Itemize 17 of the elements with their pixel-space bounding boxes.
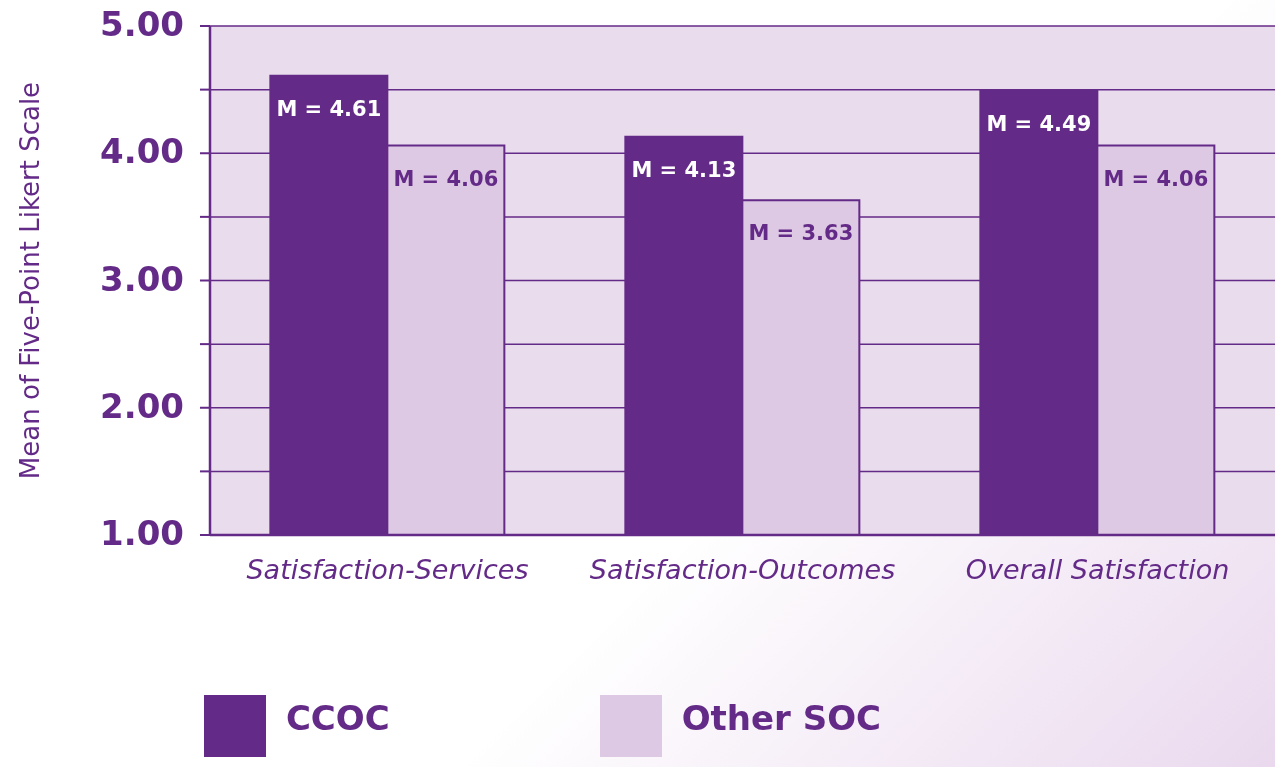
data-label: M = 4.61 — [276, 96, 382, 121]
x-tick-label: Overall Satisfaction — [965, 554, 1230, 585]
data-label: M = 3.63 — [748, 221, 854, 246]
data-label: M = 4.06 — [1103, 166, 1209, 191]
y-tick-label: 5.00 — [100, 4, 184, 44]
y-tick-label: 2.00 — [100, 385, 184, 426]
data-label: M = 4.13 — [631, 157, 737, 182]
x-tick-label: Satisfaction-Services — [246, 554, 529, 585]
y-tick-label: 3.00 — [100, 258, 184, 299]
y-tick-label: 4.00 — [100, 131, 184, 172]
y-tick-label: 1.00 — [100, 513, 184, 553]
legend-label: Other SOC — [681, 697, 882, 738]
legend-label: CCOC — [285, 697, 390, 738]
x-tick-label: Satisfaction-Outcomes — [589, 554, 896, 585]
data-label: M = 4.49 — [986, 111, 1092, 136]
y-axis-title: Mean of Five-Point Likert Scale — [15, 81, 46, 480]
data-label: M = 4.06 — [393, 166, 499, 191]
